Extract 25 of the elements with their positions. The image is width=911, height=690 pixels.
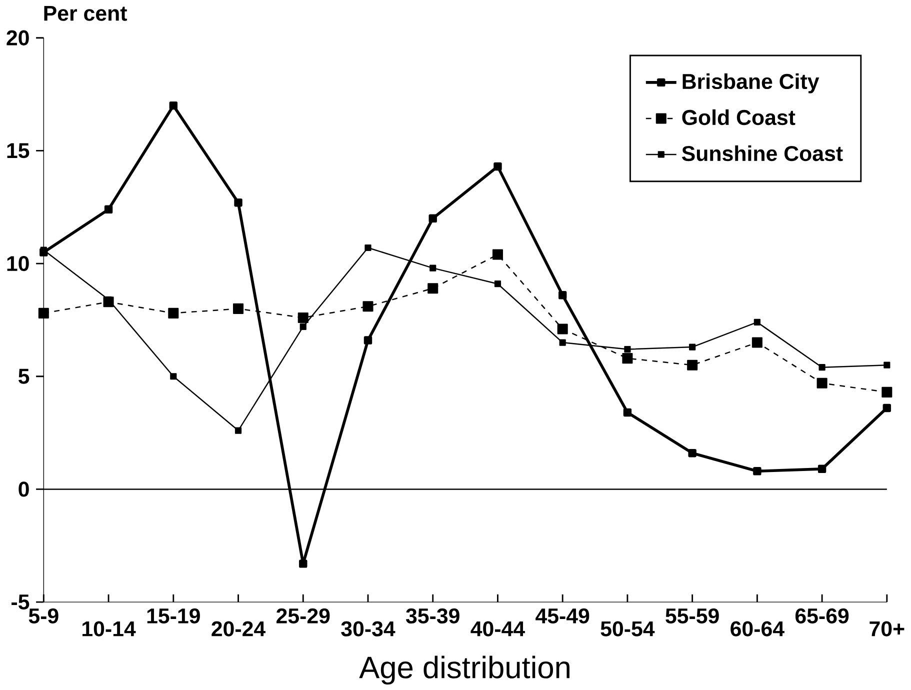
x-tick-label: 50-54 [600,621,655,636]
x-tick-label: 55-59 [666,608,719,624]
legend-label: Sunshine Coast [682,145,843,161]
x-tick-label: 35-39 [406,608,460,624]
x-axis-title: Age distribution [359,656,570,684]
y-axis-title: Per cent [44,6,127,21]
legend-label: Gold Coast [682,109,796,125]
y-tick-label: 0 [18,481,29,497]
y-tick-label: 10 [7,256,29,271]
x-tick-label: 30-34 [341,621,396,636]
x-tick-label: 20-24 [212,621,266,636]
x-tick-label: 70+ [870,621,904,636]
y-tick-label: 5 [18,368,30,384]
x-tick-label: 15-19 [147,608,200,624]
x-tick-label: 25-29 [276,608,330,624]
y-tick-label: -5 [12,594,30,610]
x-tick-label: 5-9 [28,608,58,624]
x-tick-label: 40-44 [470,621,525,636]
y-tick-label: 15 [7,143,30,158]
y-tick-label: 20 [6,30,29,46]
legend-label: Brisbane City [682,73,820,94]
x-tick-label: 45-49 [536,608,590,624]
x-tick-label: 60-64 [730,621,784,636]
x-tick-label: 10-14 [82,621,136,636]
x-tick-label: 65-69 [795,608,849,624]
